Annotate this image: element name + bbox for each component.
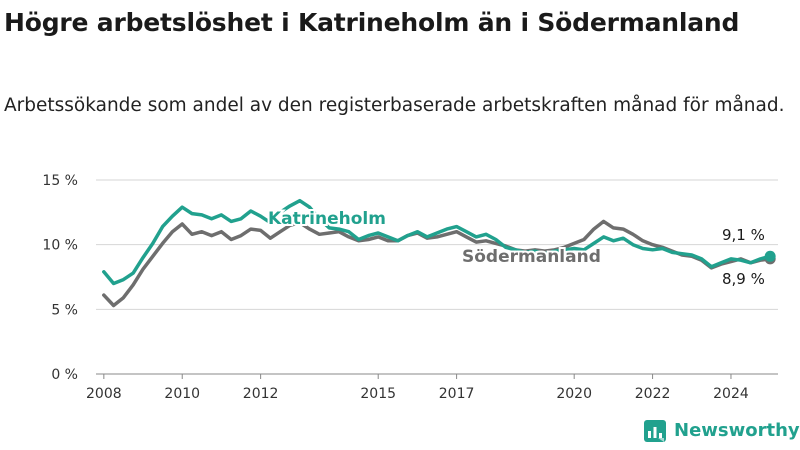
- grid-layer: [96, 179, 778, 375]
- series-lines: [102, 198, 776, 308]
- y-axis-ticks: 0 % 5 % 10 % 15 %: [42, 173, 78, 383]
- series-label-sodermanland: Södermanland: [462, 247, 601, 267]
- brand-name: Newsworthy: [674, 420, 800, 441]
- end-value-sodermanland: 8,9 %: [722, 270, 765, 288]
- x-tick-label: 2024: [713, 386, 749, 402]
- series-line-katrineholm: [102, 198, 772, 286]
- end-value-katrineholm: 9,1 %: [722, 226, 765, 244]
- x-tick-label: 2012: [243, 386, 279, 402]
- x-tick-label: 2017: [439, 386, 475, 402]
- y-tick-label: 15 %: [42, 173, 78, 189]
- x-tick-label: 2020: [556, 386, 592, 402]
- chart-subtitle: Arbetssökande som andel av den registerb…: [4, 95, 785, 116]
- chart-title: Högre arbetslöshet i Katrineholm än i Sö…: [4, 8, 740, 37]
- series-label-katrineholm: Katrineholm: [268, 209, 386, 229]
- x-tick-label: 2008: [86, 386, 122, 402]
- newsworthy-logo-icon: [644, 420, 666, 442]
- series-labels: Katrineholm Södermanland 9,1 % 8,9 %: [266, 207, 767, 290]
- x-axis-ticks: 2008 2010 2012 2015 2017 2020 2022 2024: [86, 374, 749, 402]
- y-tick-label: 5 %: [51, 302, 78, 318]
- y-tick-label: 0 %: [51, 367, 78, 383]
- endpoint-katrineholm: [764, 250, 776, 262]
- y-tick-label: 10 %: [42, 238, 78, 254]
- x-tick-label: 2010: [164, 386, 200, 402]
- brand-logo: Newsworthy: [644, 420, 800, 442]
- x-tick-label: 2022: [635, 386, 671, 402]
- x-tick-label: 2015: [360, 386, 396, 402]
- series-line-södermanland: [102, 219, 772, 308]
